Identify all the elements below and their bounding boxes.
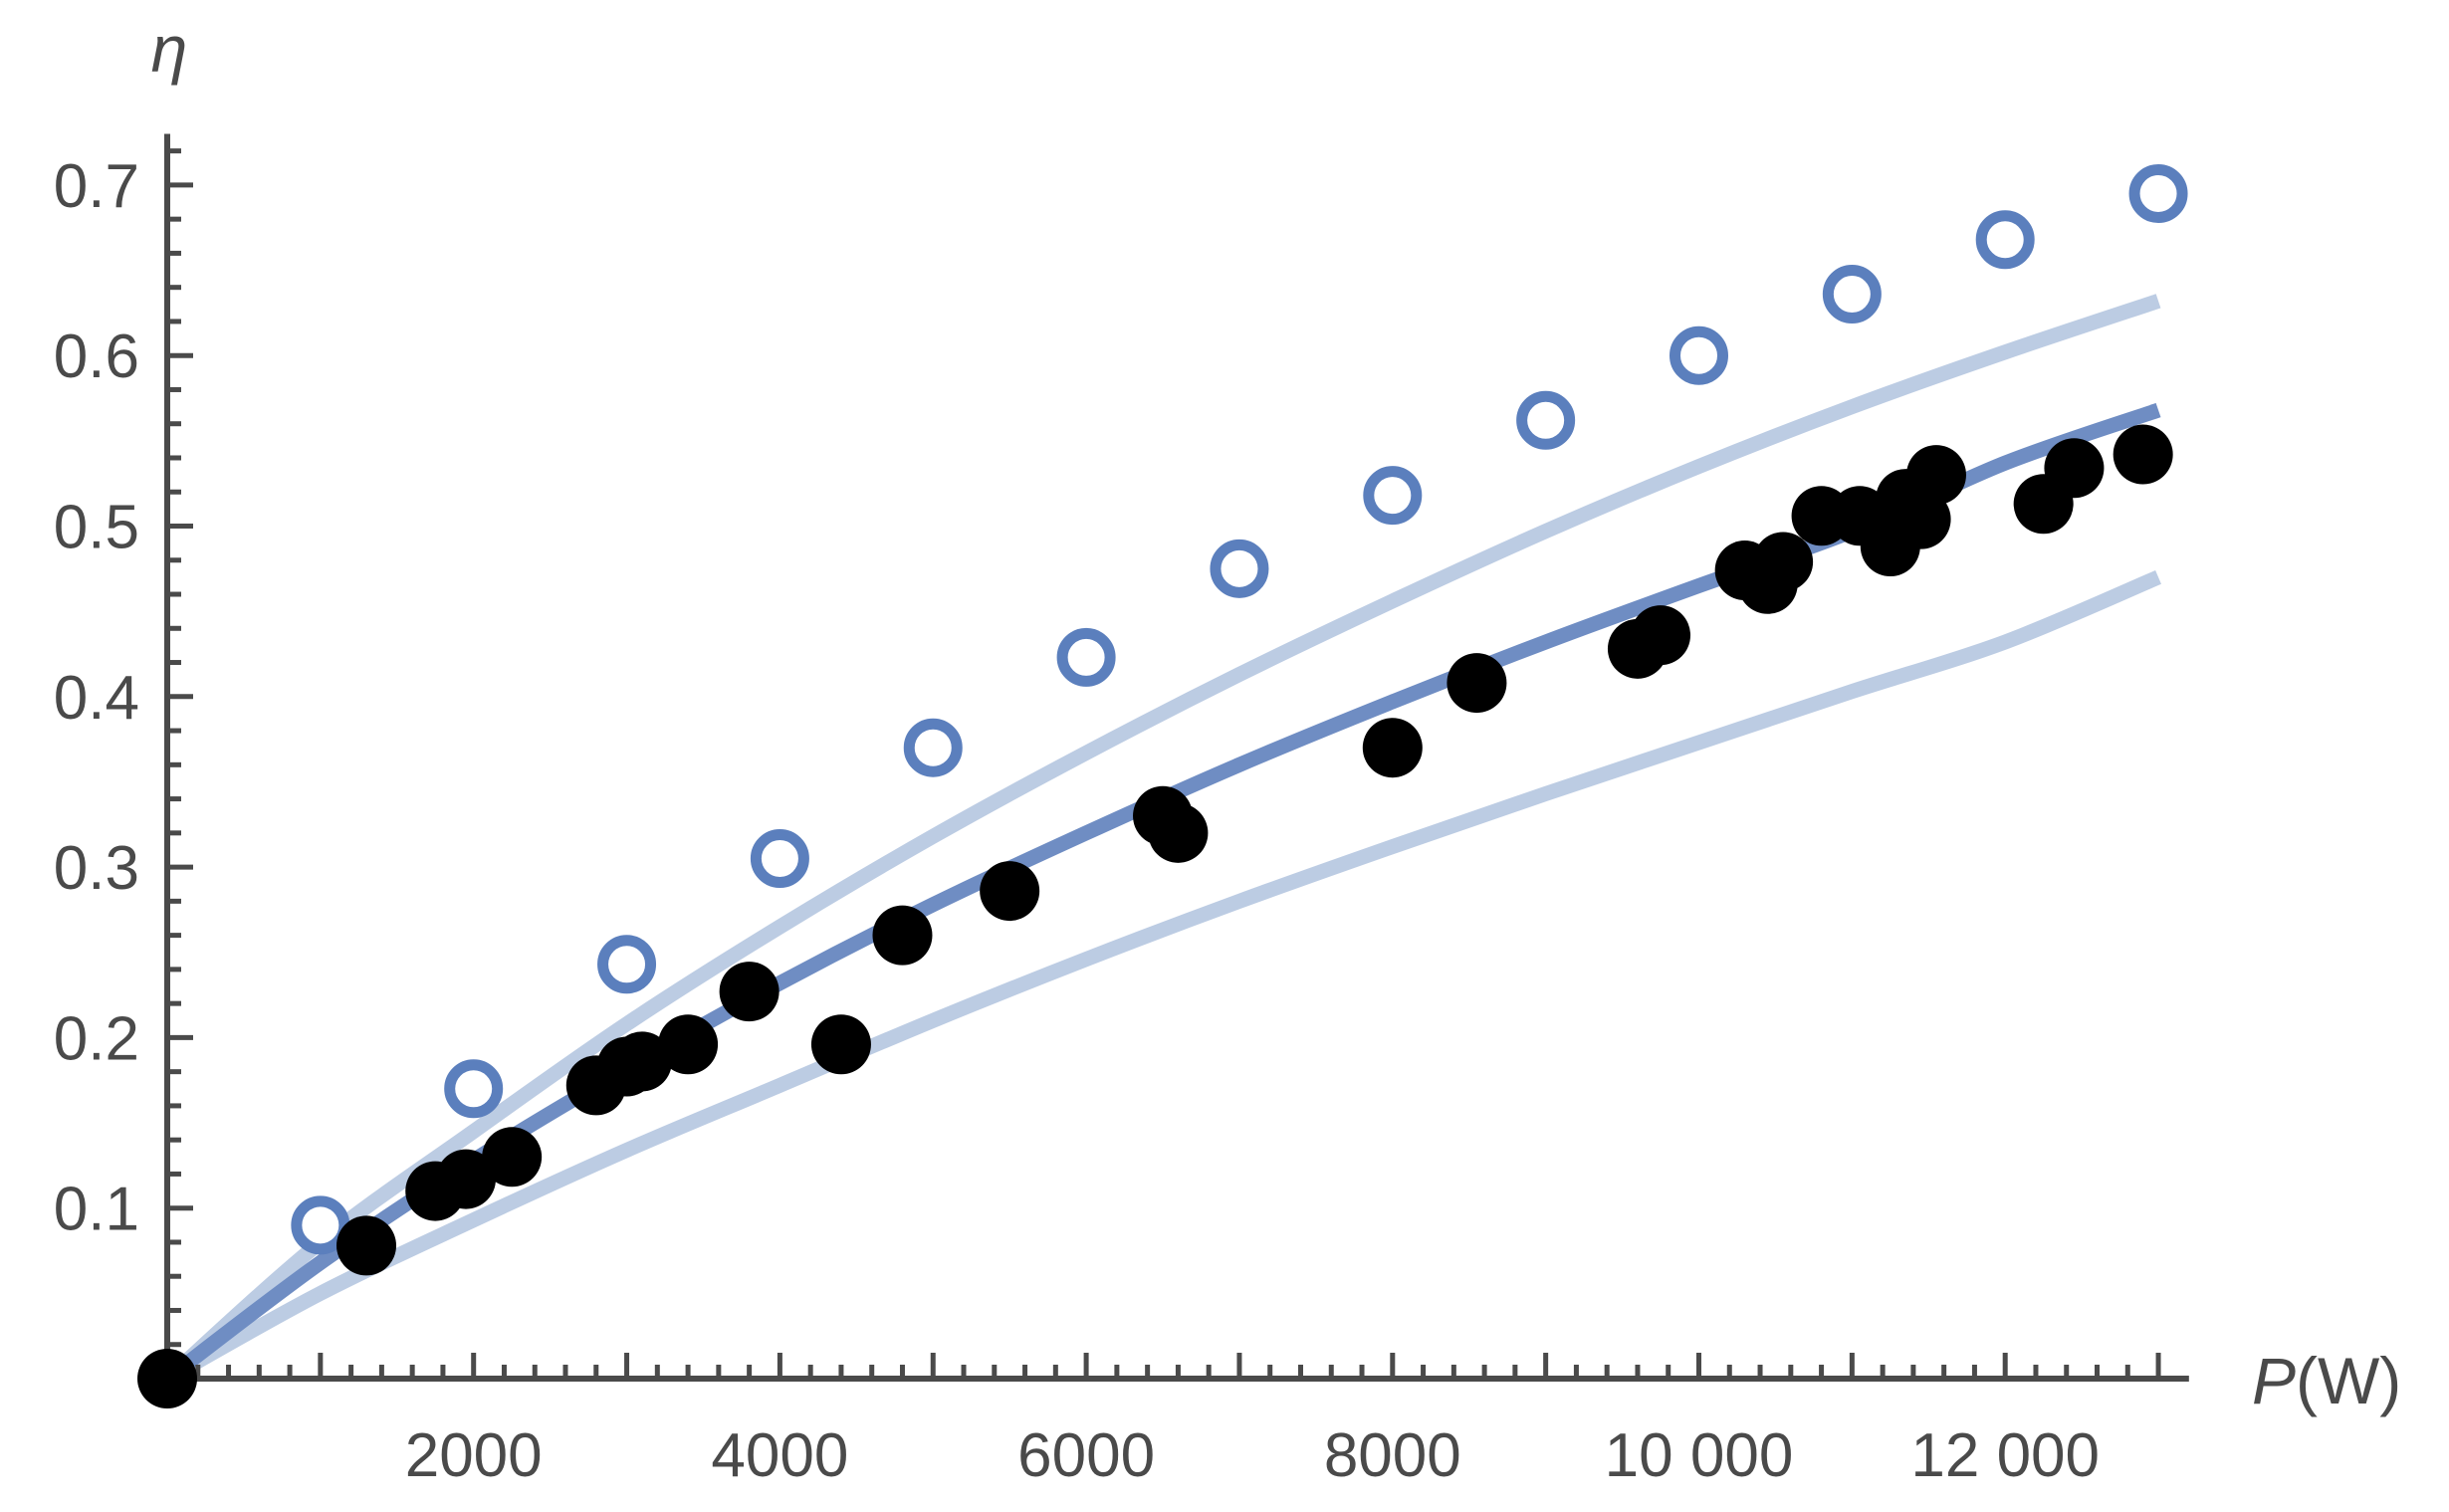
measured-point — [1447, 653, 1507, 714]
measured-point — [611, 1031, 672, 1092]
open-markers-layer — [137, 163, 2188, 1408]
open-circle-point — [1975, 210, 2035, 270]
y-tick-label: 0.3 — [54, 834, 139, 903]
band-lines-layer — [162, 294, 2161, 1386]
open-circle-point — [1516, 390, 1576, 450]
open-circle-point — [1056, 627, 1116, 687]
open-circle-point — [1363, 466, 1423, 526]
y-tick-label: 0.1 — [54, 1176, 139, 1244]
measured-point — [137, 1349, 197, 1408]
x-axis-label-unit: (W) — [2296, 1344, 2401, 1417]
fit-line-layer — [162, 402, 2161, 1385]
y-tick-label: 0.2 — [54, 1004, 139, 1073]
x-axis-label-variable: P — [2252, 1344, 2296, 1417]
y-tick-label: 0.6 — [54, 323, 139, 391]
open-circle-point — [1210, 539, 1269, 598]
measured-point — [980, 861, 1040, 922]
y-tick-label: 0.7 — [54, 152, 139, 221]
measured-point — [1905, 445, 1966, 506]
measured-point — [1753, 532, 1814, 592]
x-tick-label: 12 000 — [1910, 1421, 2100, 1490]
open-circle-point — [903, 718, 963, 777]
x-tick-label: 8000 — [1324, 1421, 1461, 1490]
band-lower-line — [163, 569, 2161, 1386]
measured-point — [2113, 424, 2173, 485]
measured-point — [1148, 802, 1209, 863]
x-tick-label: 6000 — [1017, 1421, 1155, 1490]
open-circle-point — [291, 1195, 350, 1255]
x-tick-label: 4000 — [711, 1421, 848, 1490]
measured-point — [1362, 718, 1423, 778]
band-upper-line — [162, 294, 2161, 1385]
y-axis-label: η — [151, 12, 188, 86]
open-circle-point — [2128, 163, 2188, 223]
open-circle-point — [444, 1059, 504, 1119]
measured-point — [719, 962, 779, 1022]
y-tick-label: 0.4 — [54, 664, 139, 733]
measured-point — [872, 905, 933, 966]
open-circle-point — [597, 935, 657, 994]
measured-point — [482, 1127, 543, 1188]
x-tick-label: 2000 — [405, 1421, 543, 1490]
measured-point — [1631, 605, 1691, 666]
open-circle-point — [1670, 325, 1728, 385]
measured-point — [436, 1149, 497, 1209]
filled-markers-layer — [137, 424, 2173, 1408]
axes-layer: 2000 4000 6000 8000 10 000 12 000 0.1 0.2 0.3 0.4… — [54, 133, 2189, 1490]
measured-point — [2044, 438, 2105, 499]
axis-labels-layer: η P(W) — [151, 12, 2402, 1417]
measured-point — [658, 1014, 719, 1075]
open-circle-point — [750, 829, 809, 889]
x-axis-label: P(W) — [2252, 1344, 2401, 1417]
open-circle-point — [1822, 265, 1882, 324]
measured-point — [810, 1014, 871, 1075]
x-tick-label: 10 000 — [1605, 1421, 1794, 1490]
y-tick-label: 0.5 — [54, 494, 139, 562]
fit-line — [162, 402, 2161, 1385]
measured-point — [336, 1215, 397, 1276]
